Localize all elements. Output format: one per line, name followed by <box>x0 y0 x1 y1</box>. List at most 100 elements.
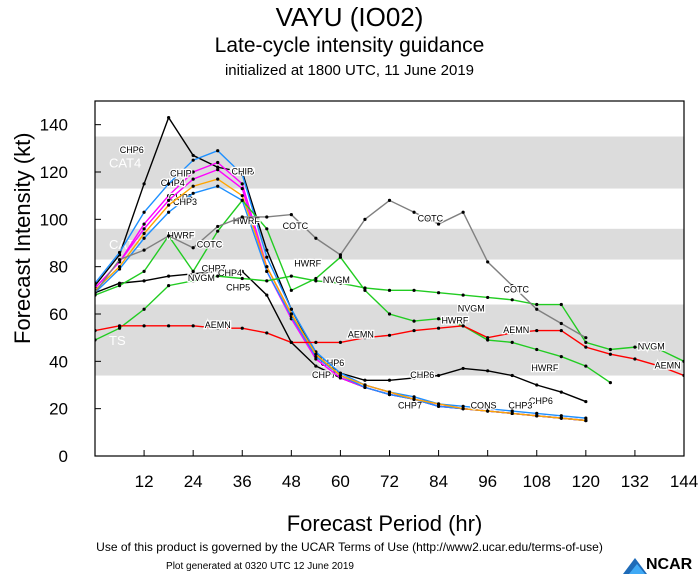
series-point-cons <box>486 409 490 413</box>
series-point-cons <box>338 373 343 378</box>
x-tick-label: 96 <box>478 472 497 491</box>
series-point-nvgm <box>608 347 612 352</box>
series-point-chp4 <box>142 227 146 231</box>
series-point-chp6 <box>142 182 146 186</box>
y-tick-label: 60 <box>49 305 68 324</box>
series-point-nvgm <box>486 295 490 300</box>
series-point-chp5 <box>240 182 244 186</box>
y-axis-label: Forecast Intensity (kt) <box>10 132 35 344</box>
series-label-aemn: AEMN <box>503 325 529 335</box>
series-point-hwrf <box>486 338 490 342</box>
band-label-ts: TS <box>109 333 126 348</box>
series-point-hwrf <box>559 355 563 359</box>
series-point-aemn <box>363 336 367 340</box>
series-point-aemn <box>559 328 563 333</box>
series-point-cotc <box>289 213 293 217</box>
series-point-nvgm <box>216 274 220 278</box>
series-point-cotc <box>363 217 367 221</box>
series-point-chp5 <box>191 170 195 174</box>
series-point-cons <box>559 416 563 420</box>
ncar-logo-icon <box>623 558 647 574</box>
band-label-cat3: CAT3 <box>109 202 141 217</box>
series-point-nvgm <box>289 274 293 278</box>
series-point-chp3 <box>191 191 195 195</box>
series-point-chp3 <box>265 269 269 273</box>
series-label-cotc: COTC <box>197 240 223 250</box>
series-point-hwrf <box>216 229 220 233</box>
series-point-cotc <box>314 236 318 240</box>
series-point-aemn <box>657 364 662 368</box>
series-label-chip: CHIP <box>231 166 253 176</box>
series-point-chp6 <box>584 399 588 404</box>
series-point-aemn <box>633 357 637 361</box>
series-point-hwrf <box>436 317 441 321</box>
storm-title: VAYU (IO02) <box>275 2 424 32</box>
series-point-cotc <box>461 210 465 214</box>
series-point-chp4 <box>314 357 318 361</box>
series-point-aemn <box>412 328 416 333</box>
series-point-cotc <box>486 260 490 264</box>
series-point-aemn <box>191 324 195 328</box>
series-point-aemn <box>510 331 514 335</box>
series-point-chp7 <box>142 279 146 283</box>
x-tick-label: 132 <box>621 472 649 491</box>
series-point-aemn <box>289 340 293 344</box>
y-tick-label: 80 <box>49 258 68 277</box>
series-point-cons <box>436 402 441 406</box>
series-point-chp7 <box>191 272 195 276</box>
ncar-logo-text: NCAR <box>646 556 693 573</box>
series-label-nvgm: NVGM <box>188 273 215 283</box>
series-point-cotc <box>142 248 146 252</box>
series-point-chp3 <box>387 392 392 397</box>
series-point-aemn <box>216 326 220 330</box>
series-point-chp4 <box>240 186 244 191</box>
series-point-hwrf <box>510 340 514 344</box>
x-tick-label: 84 <box>429 472 448 491</box>
x-tick-label: 36 <box>233 472 252 491</box>
series-label-nvgm: NVGM <box>638 342 665 352</box>
x-axis-label: Forecast Period (hr) <box>287 511 483 536</box>
series-point-cotc <box>559 321 563 326</box>
series-point-cons <box>535 414 539 418</box>
series-point-cotc <box>436 222 441 226</box>
y-tick-label: 20 <box>49 400 68 419</box>
series-point-cons <box>240 194 244 198</box>
series-label-aemn: AEMN <box>205 320 231 330</box>
series-point-aemn <box>338 340 343 344</box>
series-label-chp5: CHP5 <box>226 282 250 292</box>
series-label-chip: CHIP <box>170 169 192 179</box>
series-label-nvgm: NVGM <box>323 275 350 285</box>
series-group: CHP6CHP6CHP6CHP6CHP6CHP7CHP7CHP7CHP5CHP5… <box>95 115 684 423</box>
series-point-chip <box>412 395 416 399</box>
chart-subtitle: Late-cycle intensity guidance <box>214 34 485 57</box>
series-point-hwrf <box>314 276 318 281</box>
terms-of-use[interactable]: Use of this product is governed by the U… <box>96 540 603 554</box>
series-point-chp6 <box>436 373 441 378</box>
series-point-chp6 <box>535 383 539 387</box>
band-label-cat4: CAT4 <box>109 156 141 171</box>
series-label-cotc: COTC <box>283 221 309 231</box>
series-label-cons: CONS <box>471 401 497 411</box>
series-point-chp4 <box>191 177 195 181</box>
series-point-chp6 <box>265 248 269 252</box>
x-tick-label: 72 <box>380 472 399 491</box>
series-point-cons <box>412 397 416 401</box>
series-point-aemn <box>142 324 146 328</box>
series-point-aemn <box>535 328 539 333</box>
series-point-nvgm <box>363 286 367 290</box>
series-line-hwrf <box>95 199 611 384</box>
series-point-nvgm <box>240 276 244 281</box>
series-point-nvgm <box>461 293 465 297</box>
series-point-nvgm <box>191 279 195 283</box>
series-point-cons <box>117 265 122 269</box>
series-label-chp3: CHP3 <box>508 401 532 411</box>
series-point-nvgm <box>510 298 514 302</box>
series-point-nvgm <box>584 340 588 344</box>
series-point-chip <box>240 172 244 176</box>
series-point-hwrf <box>191 269 195 273</box>
series-point-cotc <box>117 257 122 262</box>
series-point-aemn <box>486 336 490 340</box>
y-tick-label: 100 <box>40 210 68 229</box>
x-tick-label: 120 <box>572 472 600 491</box>
